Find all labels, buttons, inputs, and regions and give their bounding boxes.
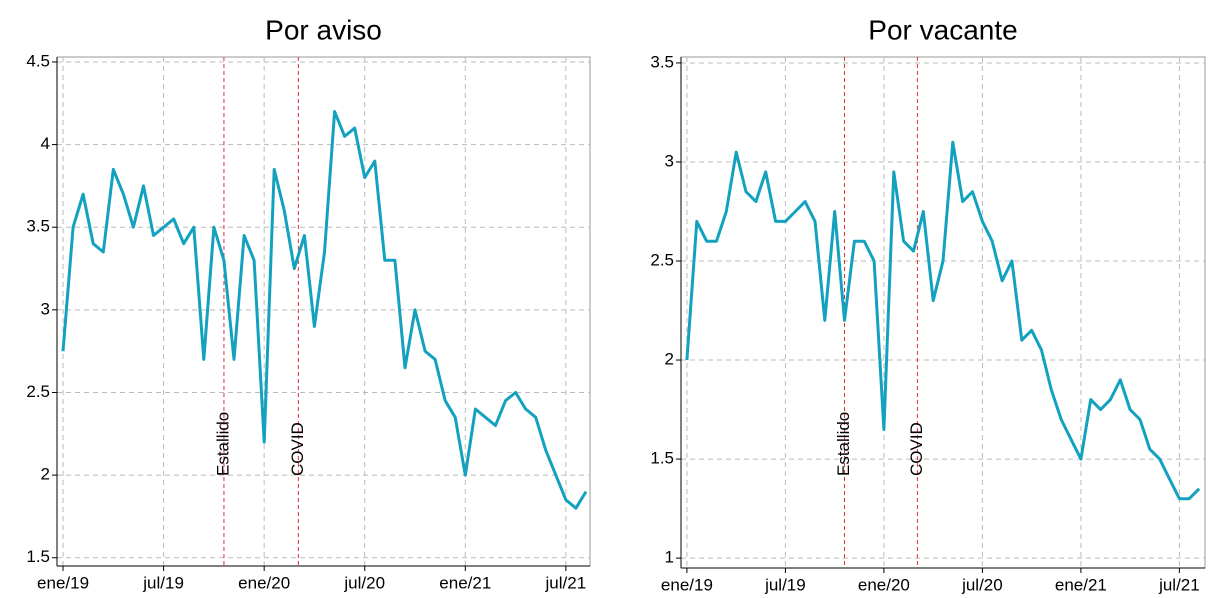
- y-tick-label: 3: [665, 151, 674, 170]
- y-tick-label: 2: [41, 465, 50, 484]
- y-tick-label: 3.5: [650, 52, 674, 71]
- y-tick-label: 3.5: [26, 217, 50, 236]
- x-tick-label: jul/20: [961, 575, 1003, 594]
- x-tick-label: jul/19: [142, 573, 184, 592]
- x-tick-label: jul/21: [545, 573, 587, 592]
- x-tick-label: ene/21: [439, 573, 491, 592]
- y-tick-label: 1: [665, 548, 674, 567]
- y-tick-label: 2.5: [650, 250, 674, 269]
- x-tick-label: jul/20: [343, 573, 385, 592]
- data-line: [61, 110, 588, 510]
- event-label: COVID: [288, 422, 307, 476]
- y-tick-label: 2: [665, 350, 674, 369]
- y-tick-label: 1.5: [26, 547, 50, 566]
- plot-frame: [680, 56, 1206, 569]
- event-label: Estallido: [834, 412, 853, 476]
- y-tick-label: 4: [41, 134, 50, 153]
- x-tick-label: jul/19: [764, 575, 806, 594]
- x-tick-label: ene/20: [858, 575, 910, 594]
- y-tick-label: 3: [41, 299, 50, 318]
- x-tick-label: ene/20: [238, 573, 290, 592]
- event-label: Estallido: [213, 412, 232, 476]
- y-tick-label: 2.5: [26, 382, 50, 401]
- x-tick-label: ene/19: [661, 575, 713, 594]
- chart-title: Por aviso: [265, 14, 382, 45]
- y-tick-label: 4.5: [26, 51, 50, 70]
- x-tick-label: ene/19: [37, 573, 89, 592]
- x-tick-label: ene/21: [1055, 575, 1107, 594]
- x-tick-label: jul/21: [1158, 575, 1200, 594]
- plot-frame: [56, 56, 591, 567]
- y-tick-label: 1.5: [650, 449, 674, 468]
- chart-title: Por vacante: [868, 14, 1017, 45]
- event-label: COVID: [907, 422, 926, 476]
- data-line: [685, 140, 1201, 501]
